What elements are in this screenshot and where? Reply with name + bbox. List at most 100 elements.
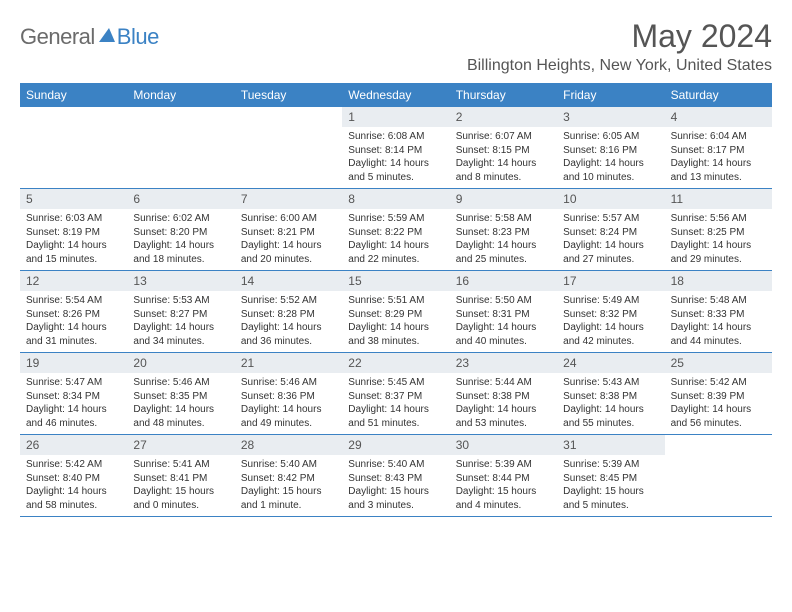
day-number: 18 [665,271,772,291]
sunrise-text: Sunrise: 5:49 AM [563,294,658,308]
sunrise-text: Sunrise: 5:43 AM [563,376,658,390]
daylight-text: Daylight: 15 hours and 5 minutes. [563,485,658,512]
day-number: 13 [127,271,234,291]
sunset-text: Sunset: 8:27 PM [133,308,228,322]
day-cell: 7Sunrise: 6:00 AMSunset: 8:21 PMDaylight… [235,189,342,270]
sunrise-text: Sunrise: 5:40 AM [241,458,336,472]
day-cell: 17Sunrise: 5:49 AMSunset: 8:32 PMDayligh… [557,271,664,352]
empty-cell [235,107,342,188]
day-details: Sunrise: 5:44 AMSunset: 8:38 PMDaylight:… [450,373,557,434]
sunset-text: Sunset: 8:21 PM [241,226,336,240]
day-details: Sunrise: 5:40 AMSunset: 8:42 PMDaylight:… [235,455,342,516]
sunrise-text: Sunrise: 5:47 AM [26,376,121,390]
sunrise-text: Sunrise: 5:46 AM [241,376,336,390]
day-cell: 1Sunrise: 6:08 AMSunset: 8:14 PMDaylight… [342,107,449,188]
sunrise-text: Sunrise: 6:08 AM [348,130,443,144]
week-row: 1Sunrise: 6:08 AMSunset: 8:14 PMDaylight… [20,107,772,189]
day-number: 1 [342,107,449,127]
sunset-text: Sunset: 8:26 PM [26,308,121,322]
daylight-text: Daylight: 14 hours and 53 minutes. [456,403,551,430]
day-cell: 16Sunrise: 5:50 AMSunset: 8:31 PMDayligh… [450,271,557,352]
day-cell: 27Sunrise: 5:41 AMSunset: 8:41 PMDayligh… [127,435,234,516]
calendar-page: General Blue May 2024 Billington Heights… [0,0,792,527]
day-cell: 22Sunrise: 5:45 AMSunset: 8:37 PMDayligh… [342,353,449,434]
day-number: 9 [450,189,557,209]
day-details: Sunrise: 5:42 AMSunset: 8:39 PMDaylight:… [665,373,772,434]
day-details: Sunrise: 5:53 AMSunset: 8:27 PMDaylight:… [127,291,234,352]
day-number: 10 [557,189,664,209]
sunrise-text: Sunrise: 6:03 AM [26,212,121,226]
day-details: Sunrise: 6:07 AMSunset: 8:15 PMDaylight:… [450,127,557,188]
sunset-text: Sunset: 8:44 PM [456,472,551,486]
daylight-text: Daylight: 14 hours and 18 minutes. [133,239,228,266]
day-cell: 11Sunrise: 5:56 AMSunset: 8:25 PMDayligh… [665,189,772,270]
day-details: Sunrise: 5:39 AMSunset: 8:45 PMDaylight:… [557,455,664,516]
sunrise-text: Sunrise: 5:42 AM [26,458,121,472]
daylight-text: Daylight: 14 hours and 27 minutes. [563,239,658,266]
sunset-text: Sunset: 8:36 PM [241,390,336,404]
daylight-text: Daylight: 15 hours and 3 minutes. [348,485,443,512]
day-number: 25 [665,353,772,373]
sunset-text: Sunset: 8:33 PM [671,308,766,322]
daylight-text: Daylight: 14 hours and 8 minutes. [456,157,551,184]
day-cell: 24Sunrise: 5:43 AMSunset: 8:38 PMDayligh… [557,353,664,434]
location-label: Billington Heights, New York, United Sta… [467,57,772,75]
daylight-text: Daylight: 14 hours and 49 minutes. [241,403,336,430]
daylight-text: Daylight: 14 hours and 5 minutes. [348,157,443,184]
header: General Blue May 2024 Billington Heights… [20,18,772,75]
day-number: 16 [450,271,557,291]
day-number: 23 [450,353,557,373]
day-details: Sunrise: 5:57 AMSunset: 8:24 PMDaylight:… [557,209,664,270]
daylight-text: Daylight: 14 hours and 29 minutes. [671,239,766,266]
brand-logo: General Blue [20,18,159,50]
brand-part2: Blue [117,24,159,50]
day-number: 22 [342,353,449,373]
day-number: 26 [20,435,127,455]
sunrise-text: Sunrise: 5:42 AM [671,376,766,390]
daylight-text: Daylight: 14 hours and 25 minutes. [456,239,551,266]
daylight-text: Daylight: 15 hours and 1 minute. [241,485,336,512]
day-number: 19 [20,353,127,373]
sunset-text: Sunset: 8:38 PM [563,390,658,404]
day-cell: 19Sunrise: 5:47 AMSunset: 8:34 PMDayligh… [20,353,127,434]
dow-header: Sunday [20,84,127,107]
day-cell: 18 Sunrise: 5:48 AMSunset: 8:33 PMDayligh… [665,271,772,352]
calendar-grid: SundayMondayTuesdayWednesdayThursdayFrid… [20,83,772,517]
day-details: Sunrise: 6:05 AMSunset: 8:16 PMDaylight:… [557,127,664,188]
day-cell: 26Sunrise: 5:42 AMSunset: 8:40 PMDayligh… [20,435,127,516]
day-details: Sunrise: 5:46 AMSunset: 8:36 PMDaylight:… [235,373,342,434]
daylight-text: Daylight: 14 hours and 31 minutes. [26,321,121,348]
day-details: Sunrise: 5:49 AMSunset: 8:32 PMDaylight:… [557,291,664,352]
sunrise-text: Sunrise: 6:02 AM [133,212,228,226]
week-row: 26 Sunrise: 5:42 AMSunset: 8:40 PM Dayligh… [20,435,772,517]
sunset-text: Sunset: 8:42 PM [241,472,336,486]
day-number: 20 [127,353,234,373]
daylight-text: Daylight: 14 hours and 44 minutes. [671,321,766,348]
day-details: Sunrise: 5:39 AMSunset: 8:44 PMDaylight:… [450,455,557,516]
sunrise-text: Sunrise: 5:53 AM [133,294,228,308]
sunrise-text: Sunrise: 5:54 AM [26,294,121,308]
day-cell: 10Sunrise: 5:57 AMSunset: 8:24 PMDayligh… [557,189,664,270]
daylight-text: Daylight: 14 hours and 22 minutes. [348,239,443,266]
day-number: 24 [557,353,664,373]
day-number: 7 [235,189,342,209]
sunset-text: Sunset: 8:34 PM [26,390,121,404]
sunset-text: Sunset: 8:15 PM [456,144,551,158]
day-details: Sunrise: 6:08 AMSunset: 8:14 PMDaylight:… [342,127,449,188]
sunrise-text: Sunrise: 6:05 AM [563,130,658,144]
sunset-text: Sunset: 8:31 PM [456,308,551,322]
sunset-text: Sunset: 8:35 PM [133,390,228,404]
day-cell: 23Sunrise: 5:44 AMSunset: 8:38 PMDayligh… [450,353,557,434]
daylight-text: Daylight: 14 hours and 55 minutes. [563,403,658,430]
day-details: Sunrise: 5:58 AMSunset: 8:23 PMDaylight:… [450,209,557,270]
daylight-text: Daylight: 14 hours and 48 minutes. [133,403,228,430]
day-number: 27 [127,435,234,455]
day-number: 6 [127,189,234,209]
sunrise-text: Sunrise: 5:48 AM [671,294,766,308]
sunset-text: Sunset: 8:40 PM [26,472,121,486]
sunrise-text: Sunrise: 5:51 AM [348,294,443,308]
sunset-text: Sunset: 8:17 PM [671,144,766,158]
day-details: Sunrise: 6:04 AMSunset: 8:17 PMDaylight:… [665,127,772,188]
day-details: Sunrise: 5:43 AMSunset: 8:38 PMDaylight:… [557,373,664,434]
sunrise-text: Sunrise: 5:58 AM [456,212,551,226]
